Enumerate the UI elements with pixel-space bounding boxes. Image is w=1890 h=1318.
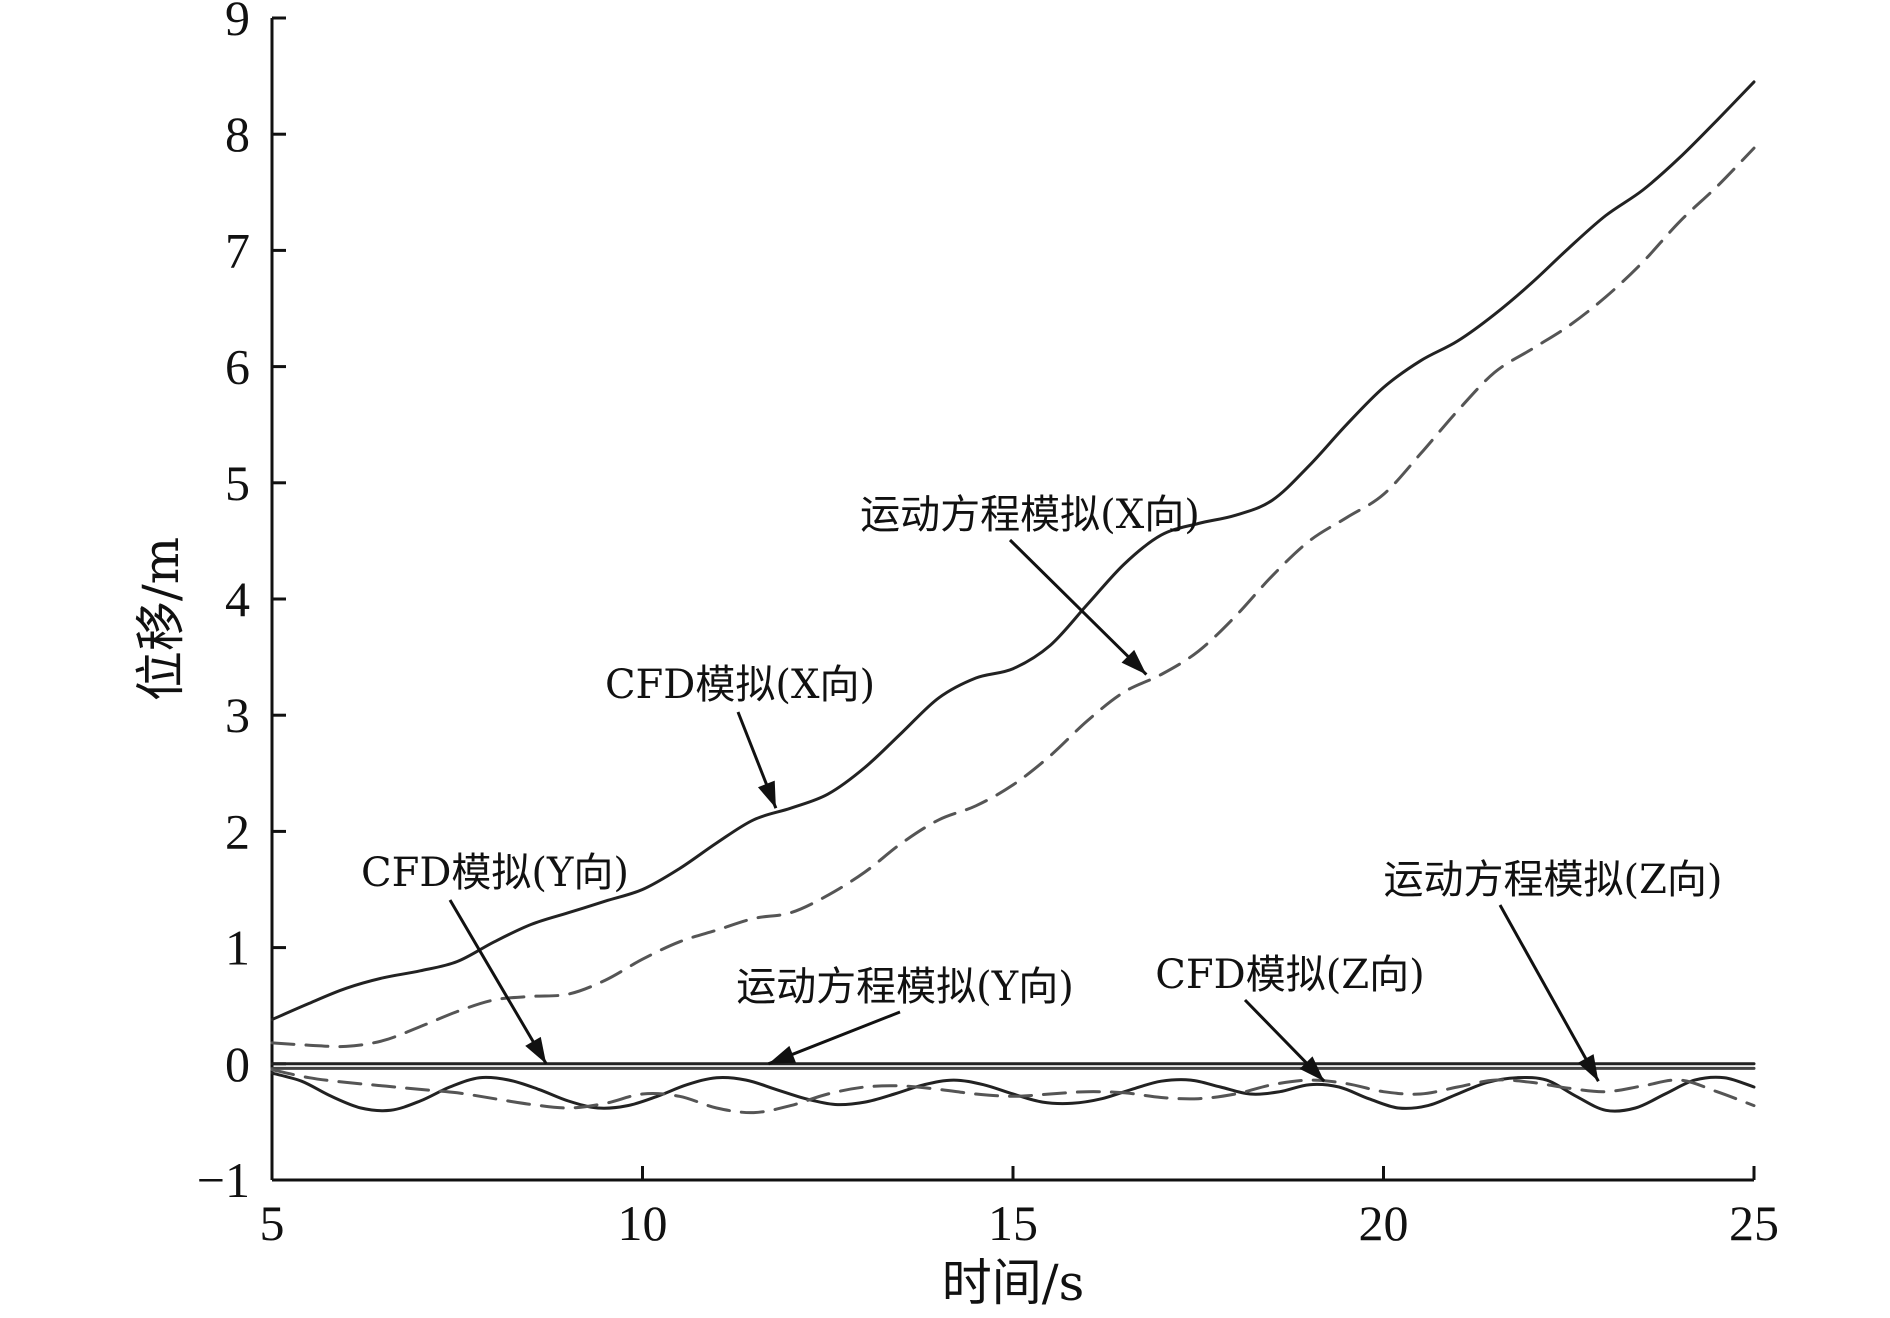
y-tick-label: 8 <box>225 106 250 162</box>
annotation-label: 运动方程模拟(Z向) <box>1383 857 1722 903</box>
y-tick-label: 1 <box>225 920 250 976</box>
annotation-arrow-head <box>1577 1054 1599 1082</box>
x-tick-label: 25 <box>1729 1195 1779 1251</box>
series-line-1 <box>270 80 1756 1022</box>
annotation-label: CFD模拟(X向) <box>605 662 875 708</box>
x-tick-label: 15 <box>988 1195 1038 1251</box>
annotations: 运动方程模拟(X向) CFD模拟(X向) CFD模拟(Y向) 运动方程模拟(Y向) CF… <box>361 492 1723 1083</box>
annotation-arrow-head <box>1121 649 1147 675</box>
y-axis-label: 位移/m <box>132 537 190 701</box>
series-group <box>270 80 1756 1115</box>
annotation-label: 运动方程模拟(X向) <box>860 492 1200 538</box>
annotation-label: 运动方程模拟(Y向) <box>736 964 1074 1010</box>
series-line-2 <box>270 146 1756 1049</box>
y-tick-label: 2 <box>225 803 250 859</box>
annotation-arrow-head <box>525 1036 547 1064</box>
series-line-5 <box>270 1071 1756 1113</box>
annotation-label: CFD模拟(Y向) <box>361 850 629 896</box>
annotation-arrow-line <box>448 899 548 1065</box>
y-tick-label: 5 <box>225 455 250 511</box>
y-tick-label: −1 <box>197 1152 250 1208</box>
annotation-arrow-line <box>1498 904 1600 1082</box>
y-tick-label: 0 <box>225 1036 250 1092</box>
axes: −1 0 1 2 3 4 5 6 7 8 9 5 10 15 20 25 <box>197 0 1779 1251</box>
annotation-arrow-head <box>1299 1056 1325 1082</box>
y-tick-label: 3 <box>225 687 250 743</box>
y-tick-label: 6 <box>225 339 250 395</box>
x-tick-label: 10 <box>618 1195 668 1251</box>
series-line-6 <box>270 1068 1756 1115</box>
annotation-label: CFD模拟(Z向) <box>1155 952 1424 998</box>
x-tick-label: 20 <box>1359 1195 1409 1251</box>
annotation-arrow-line <box>1008 538 1148 676</box>
x-tick-label: 5 <box>260 1195 285 1251</box>
annotation-arrow-head <box>768 1045 796 1064</box>
annotation-arrow-head <box>757 780 776 809</box>
y-tick-label: 9 <box>225 0 250 46</box>
y-tick-label: 4 <box>225 571 250 627</box>
x-axis-label: 时间/s <box>942 1254 1085 1312</box>
y-tick-label: 7 <box>225 222 250 278</box>
